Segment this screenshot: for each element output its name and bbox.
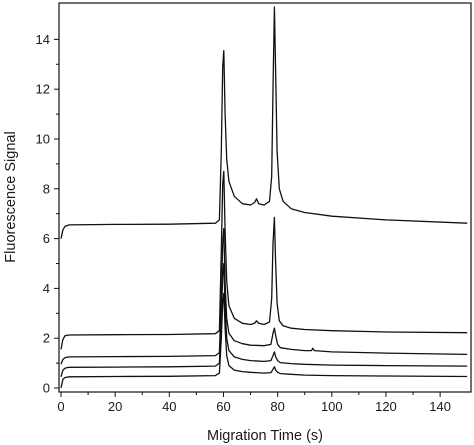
trace-group xyxy=(60,6,468,389)
x-tick-label: 120 xyxy=(375,399,397,414)
x-tick-label: 60 xyxy=(216,399,230,414)
y-tick-label: 6 xyxy=(43,231,50,246)
x-axis-title: Migration Time (s) xyxy=(207,428,323,444)
y-tick-label: 8 xyxy=(43,181,50,196)
plot-frame xyxy=(58,2,472,393)
tick-group: 0 20 40 60 80 100 120 140 0 2 4 6 8 10 12 14 xyxy=(36,32,451,414)
y-axis-title: Fluorescence Signal xyxy=(3,131,19,262)
y-tick-label: 10 xyxy=(36,132,50,147)
trace-4 xyxy=(60,262,468,377)
y-tick-label: 14 xyxy=(36,32,50,47)
trace-5 xyxy=(60,292,468,389)
x-tick-label: 40 xyxy=(162,399,176,414)
trace-3 xyxy=(60,227,468,365)
x-tick-label: 100 xyxy=(321,399,343,414)
y-tick-label: 4 xyxy=(43,281,50,296)
y-tick-label: 12 xyxy=(36,82,50,97)
x-tick-label: 20 xyxy=(108,399,122,414)
trace-2 xyxy=(60,170,468,350)
y-tick-label: 0 xyxy=(43,381,50,396)
x-tick-label: 80 xyxy=(270,399,284,414)
x-tick-label: 140 xyxy=(429,399,451,414)
trace-1 xyxy=(60,6,468,239)
y-tick-label: 2 xyxy=(43,331,50,346)
x-tick-label: 0 xyxy=(57,399,64,414)
